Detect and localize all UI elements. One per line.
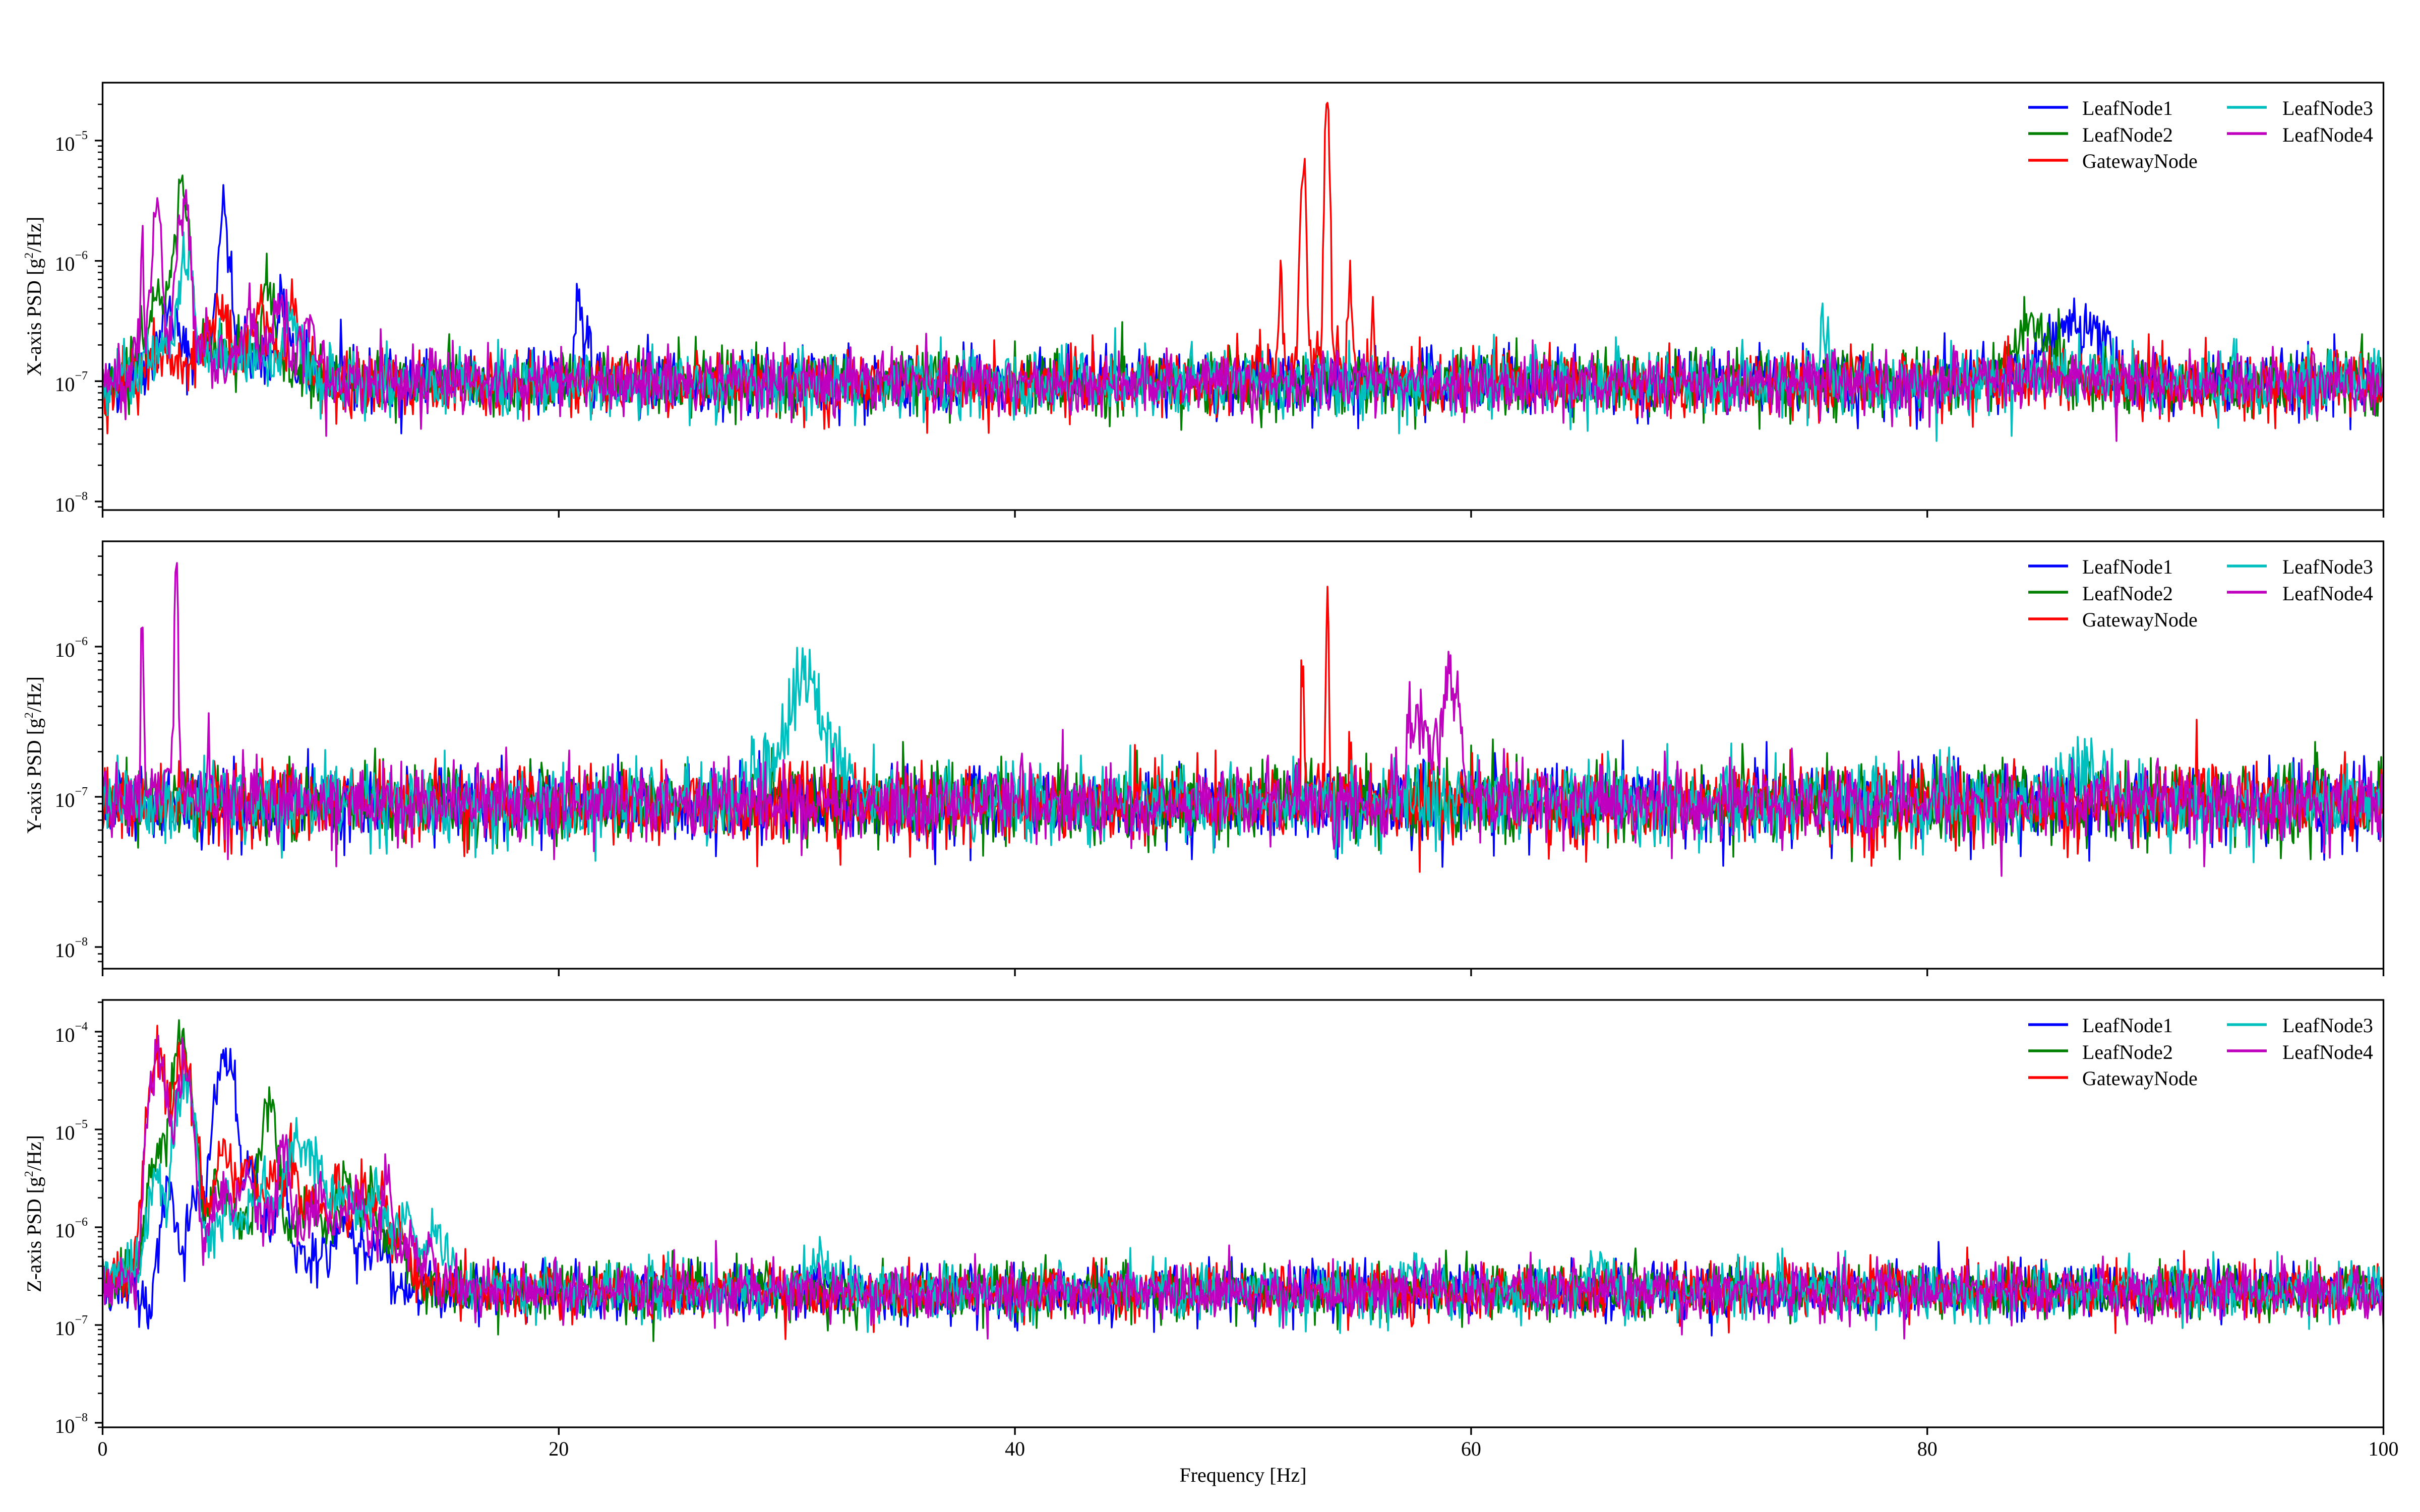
svg-text:80: 80 xyxy=(1917,1437,1938,1460)
svg-text:LeafNode2: LeafNode2 xyxy=(2082,582,2173,605)
svg-text:Z-axis PSD [g2/Hz]: Z-axis PSD [g2/Hz] xyxy=(23,1135,45,1292)
svg-text:LeafNode2: LeafNode2 xyxy=(2082,1041,2173,1063)
svg-text:20: 20 xyxy=(549,1437,569,1460)
svg-text:Y-axis PSD [g2/Hz]: Y-axis PSD [g2/Hz] xyxy=(23,676,45,834)
svg-text:LeafNode3: LeafNode3 xyxy=(2282,1014,2373,1037)
svg-text:40: 40 xyxy=(1005,1437,1025,1460)
svg-text:LeafNode1: LeafNode1 xyxy=(2082,97,2173,119)
svg-text:LeafNode3: LeafNode3 xyxy=(2282,97,2373,119)
svg-text:LeafNode1: LeafNode1 xyxy=(2082,1014,2173,1037)
svg-text:LeafNode2: LeafNode2 xyxy=(2082,123,2173,146)
svg-text:100: 100 xyxy=(2369,1437,2399,1460)
svg-text:GatewayNode: GatewayNode xyxy=(2082,608,2198,631)
svg-text:LeafNode4: LeafNode4 xyxy=(2282,582,2373,605)
svg-text:LeafNode4: LeafNode4 xyxy=(2282,1041,2373,1063)
svg-text:X-axis PSD [g2/Hz]: X-axis PSD [g2/Hz] xyxy=(23,217,45,376)
svg-text:0: 0 xyxy=(98,1437,108,1460)
svg-text:GatewayNode: GatewayNode xyxy=(2082,1067,2198,1090)
svg-text:LeafNode4: LeafNode4 xyxy=(2282,123,2373,146)
svg-text:Frequency [Hz]: Frequency [Hz] xyxy=(1179,1464,1306,1486)
svg-text:LeafNode1: LeafNode1 xyxy=(2082,555,2173,578)
svg-text:LeafNode3: LeafNode3 xyxy=(2282,555,2373,578)
svg-text:60: 60 xyxy=(1461,1437,1481,1460)
svg-text:GatewayNode: GatewayNode xyxy=(2082,150,2198,172)
